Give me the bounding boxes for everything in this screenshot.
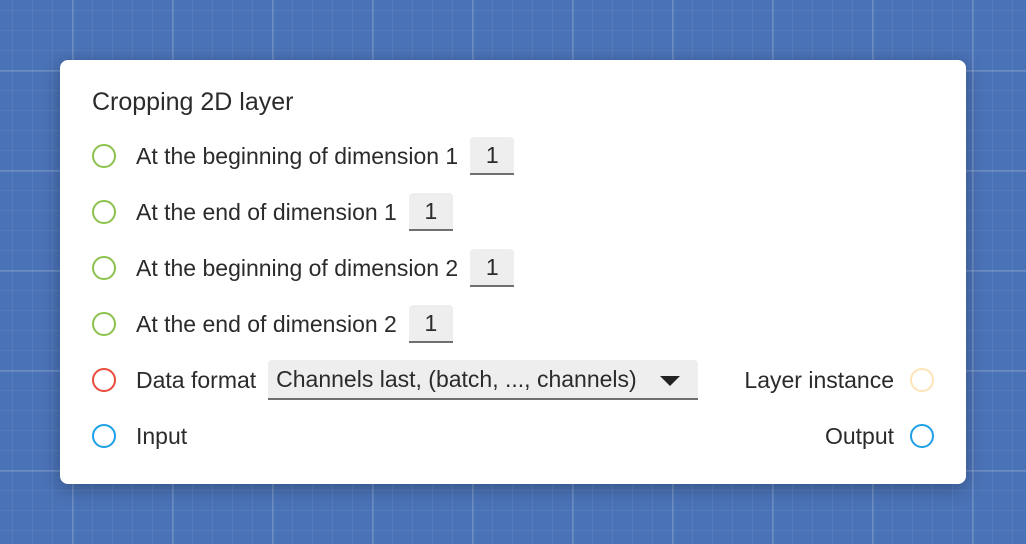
param-input-begin-dim2[interactable] xyxy=(470,249,515,287)
cropping-2d-node[interactable]: Cropping 2D layer At the beginning of di… xyxy=(60,60,966,484)
param-input-end-dim2[interactable] xyxy=(408,305,453,343)
param-input-begin-dim1[interactable] xyxy=(470,137,515,175)
output-label: Output xyxy=(824,422,894,449)
param-socket-begin-dim1[interactable] xyxy=(92,144,116,168)
output-socket[interactable] xyxy=(910,424,934,448)
layer-instance-socket[interactable] xyxy=(910,368,934,392)
input-socket[interactable] xyxy=(92,424,116,448)
node-title: Cropping 2D layer xyxy=(92,88,294,116)
param-row-end-dim2: At the end of dimension 2 xyxy=(92,304,934,344)
data-format-socket[interactable] xyxy=(92,368,116,392)
data-format-row: Data format Channels last, (batch, ..., … xyxy=(92,360,934,400)
layer-instance-label: Layer instance xyxy=(744,366,894,393)
param-label-begin-dim1: At the beginning of dimension 1 xyxy=(136,142,459,169)
data-format-label: Data format xyxy=(136,366,257,393)
param-row-end-dim1: At the end of dimension 1 xyxy=(92,192,934,232)
param-label-end-dim1: At the end of dimension 1 xyxy=(136,198,397,225)
data-format-selected-value: Channels last, (batch, ..., channels) xyxy=(276,365,637,392)
dropdown-arrow-icon[interactable] xyxy=(660,376,681,386)
param-socket-end-dim2[interactable] xyxy=(92,312,116,336)
param-label-end-dim2: At the end of dimension 2 xyxy=(136,310,397,337)
param-label-begin-dim2: At the beginning of dimension 2 xyxy=(136,254,459,281)
param-row-begin-dim1: At the beginning of dimension 1 xyxy=(92,136,934,176)
param-row-begin-dim2: At the beginning of dimension 2 xyxy=(92,248,934,288)
data-format-select[interactable]: Channels last, (batch, ..., channels) xyxy=(268,360,699,400)
input-label: Input xyxy=(136,422,188,449)
param-socket-begin-dim2[interactable] xyxy=(92,256,116,280)
param-socket-end-dim1[interactable] xyxy=(92,200,116,224)
param-input-end-dim1[interactable] xyxy=(408,193,453,231)
io-row: Input Output xyxy=(92,416,934,456)
